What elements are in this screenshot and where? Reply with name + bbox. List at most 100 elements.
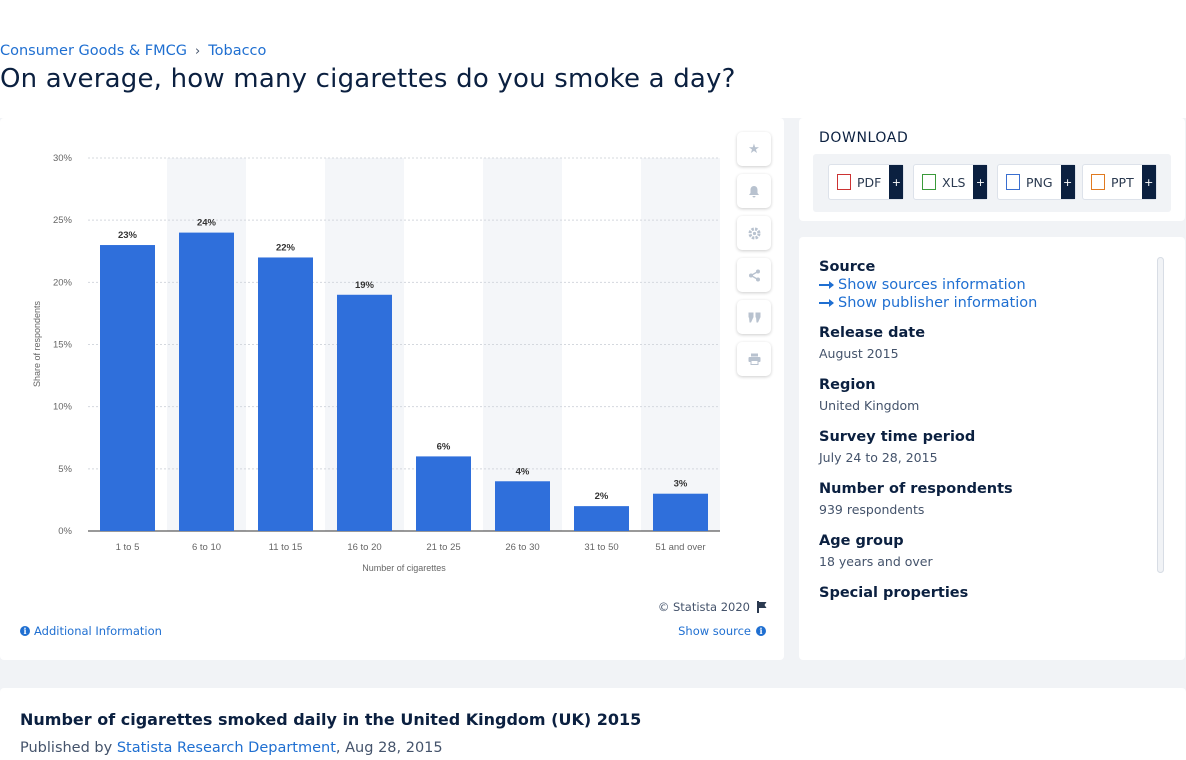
pdf-file-icon — [837, 174, 851, 190]
statistic-info-card: Source Show sources information Show pub… — [799, 237, 1185, 660]
download-ppt-button[interactable]: PPT + — [1082, 164, 1157, 200]
y-tick-label: 20% — [53, 277, 73, 288]
info-icon: i — [20, 626, 30, 636]
download-title: DOWNLOAD — [819, 130, 909, 146]
plus-icon: + — [1060, 165, 1075, 199]
share-icon[interactable] — [737, 258, 771, 292]
y-tick-label: 5% — [58, 464, 72, 475]
plus-icon: + — [889, 165, 904, 199]
info-list: Source Show sources information Show pub… — [819, 259, 1159, 601]
data-label: 24% — [197, 218, 217, 229]
release-date-label: Release date — [819, 325, 926, 341]
info-scrollbar[interactable] — [1157, 257, 1164, 573]
download-pdf-button[interactable]: PDF + — [828, 164, 905, 200]
survey-period-label: Survey time period — [819, 429, 976, 445]
data-label: 6% — [437, 441, 451, 452]
top-band — [0, 0, 1186, 118]
download-xls-button[interactable]: XLS + — [913, 164, 989, 200]
download-png-label: PNG — [1026, 174, 1053, 190]
respondents-value: 939 respondents — [819, 502, 925, 517]
age-group-value: 18 years and over — [819, 554, 933, 569]
y-tick-label: 0% — [58, 526, 72, 537]
release-date-value: August 2015 — [819, 346, 899, 361]
show-source-label: Show source — [678, 624, 751, 638]
published-by: Published by Statista Research Departmen… — [20, 740, 443, 756]
survey-period-value: July 24 to 28, 2015 — [819, 450, 938, 465]
respondents-label: Number of respondents — [819, 481, 1013, 497]
special-properties-label: Special properties — [819, 585, 969, 601]
region-label: Region — [819, 377, 876, 393]
x-tick-label: 21 to 25 — [426, 542, 460, 553]
png-file-icon — [1006, 174, 1020, 190]
report-flag-icon[interactable] — [756, 601, 766, 613]
bar[interactable] — [574, 506, 629, 531]
statistic-title: Number of cigarettes smoked daily in the… — [20, 710, 642, 729]
x-tick-label: 11 to 15 — [269, 542, 303, 553]
data-label: 3% — [674, 479, 688, 490]
chart-card: 23% 24% 22% 19% 6% 4% 2% 3% 0% 5% 10% 15% 20% 25% 30%… — [0, 118, 784, 660]
data-label: 22% — [276, 242, 296, 253]
download-xls-label: XLS — [942, 174, 966, 190]
y-tick-label: 15% — [53, 340, 73, 351]
x-tick-label: 16 to 20 — [347, 542, 381, 553]
arrow-right-icon — [819, 299, 834, 307]
y-tick-label: 25% — [53, 215, 73, 226]
data-label: 2% — [595, 491, 609, 502]
show-sources-link[interactable]: Show sources information — [819, 277, 1159, 293]
x-tick-label: 51 and over — [655, 542, 705, 553]
show-publisher-link[interactable]: Show publisher information — [819, 295, 1159, 311]
y-tick-label: 30% — [53, 153, 73, 164]
quote-icon[interactable] — [737, 300, 771, 334]
source-label: Source — [819, 259, 876, 275]
xls-file-icon — [922, 174, 936, 190]
print-icon[interactable] — [737, 342, 771, 376]
data-label: 4% — [516, 466, 530, 477]
bar-chart: 23% 24% 22% 19% 6% 4% 2% 3% 0% 5% 10% 15% 20% 25% 30%… — [32, 153, 720, 573]
download-png-button[interactable]: PNG + — [997, 164, 1076, 200]
ppt-file-icon — [1091, 174, 1105, 190]
bar[interactable] — [100, 245, 155, 531]
publish-date: , Aug 28, 2015 — [335, 740, 443, 756]
x-tick-label: 6 to 10 — [192, 542, 221, 553]
additional-information-link[interactable]: i Additional Information — [20, 624, 162, 638]
bar[interactable] — [258, 257, 313, 531]
show-sources-text: Show sources information — [838, 277, 1026, 293]
published-prefix: Published by — [20, 740, 117, 756]
chevron-right-icon: › — [195, 43, 201, 59]
arrow-right-icon — [819, 281, 834, 289]
show-publisher-text: Show publisher information — [838, 295, 1038, 311]
region-value: United Kingdom — [819, 398, 920, 413]
show-source-link[interactable]: Show source i — [678, 624, 766, 638]
breadcrumb-item-consumer-goods[interactable]: Consumer Goods & FMCG — [0, 43, 188, 59]
x-tick-label: 26 to 30 — [505, 542, 539, 553]
publisher-link[interactable]: Statista Research Department — [116, 740, 336, 756]
copyright: © Statista 2020 — [658, 600, 766, 614]
favorite-star-icon[interactable]: ★ — [737, 132, 771, 166]
download-ppt-label: PPT — [1111, 174, 1134, 190]
plus-icon: + — [973, 165, 988, 199]
breadcrumb: Consumer Goods & FMCG › Tobacco — [0, 43, 266, 59]
download-card: DOWNLOAD PDF + XLS + PNG + PPT + — [799, 118, 1185, 221]
info-icon: i — [756, 626, 766, 636]
bar[interactable] — [653, 493, 708, 531]
y-tick-label: 10% — [53, 402, 73, 413]
scrollbar-thumb[interactable] — [1157, 257, 1164, 573]
bar[interactable] — [179, 232, 234, 531]
bar[interactable] — [416, 456, 471, 531]
notification-bell-icon[interactable] — [737, 174, 771, 208]
x-tick-label: 1 to 5 — [116, 542, 140, 553]
download-pdf-label: PDF — [857, 174, 882, 190]
additional-information-label: Additional Information — [34, 624, 162, 638]
download-buttons: PDF + XLS + PNG + PPT + — [813, 154, 1171, 212]
x-tick-label: 31 to 50 — [584, 542, 618, 553]
statistic-footer: Number of cigarettes smoked daily in the… — [0, 688, 1186, 760]
settings-gear-icon[interactable] — [737, 216, 771, 250]
data-label: 19% — [355, 280, 375, 291]
bar[interactable] — [337, 294, 392, 531]
y-axis-label: Share of respondents — [32, 300, 42, 387]
age-group-label: Age group — [819, 533, 904, 549]
plus-icon: + — [1141, 165, 1156, 199]
x-axis-label: Number of cigarettes — [362, 563, 446, 573]
breadcrumb-item-tobacco[interactable]: Tobacco — [208, 43, 267, 59]
bar[interactable] — [495, 481, 550, 531]
